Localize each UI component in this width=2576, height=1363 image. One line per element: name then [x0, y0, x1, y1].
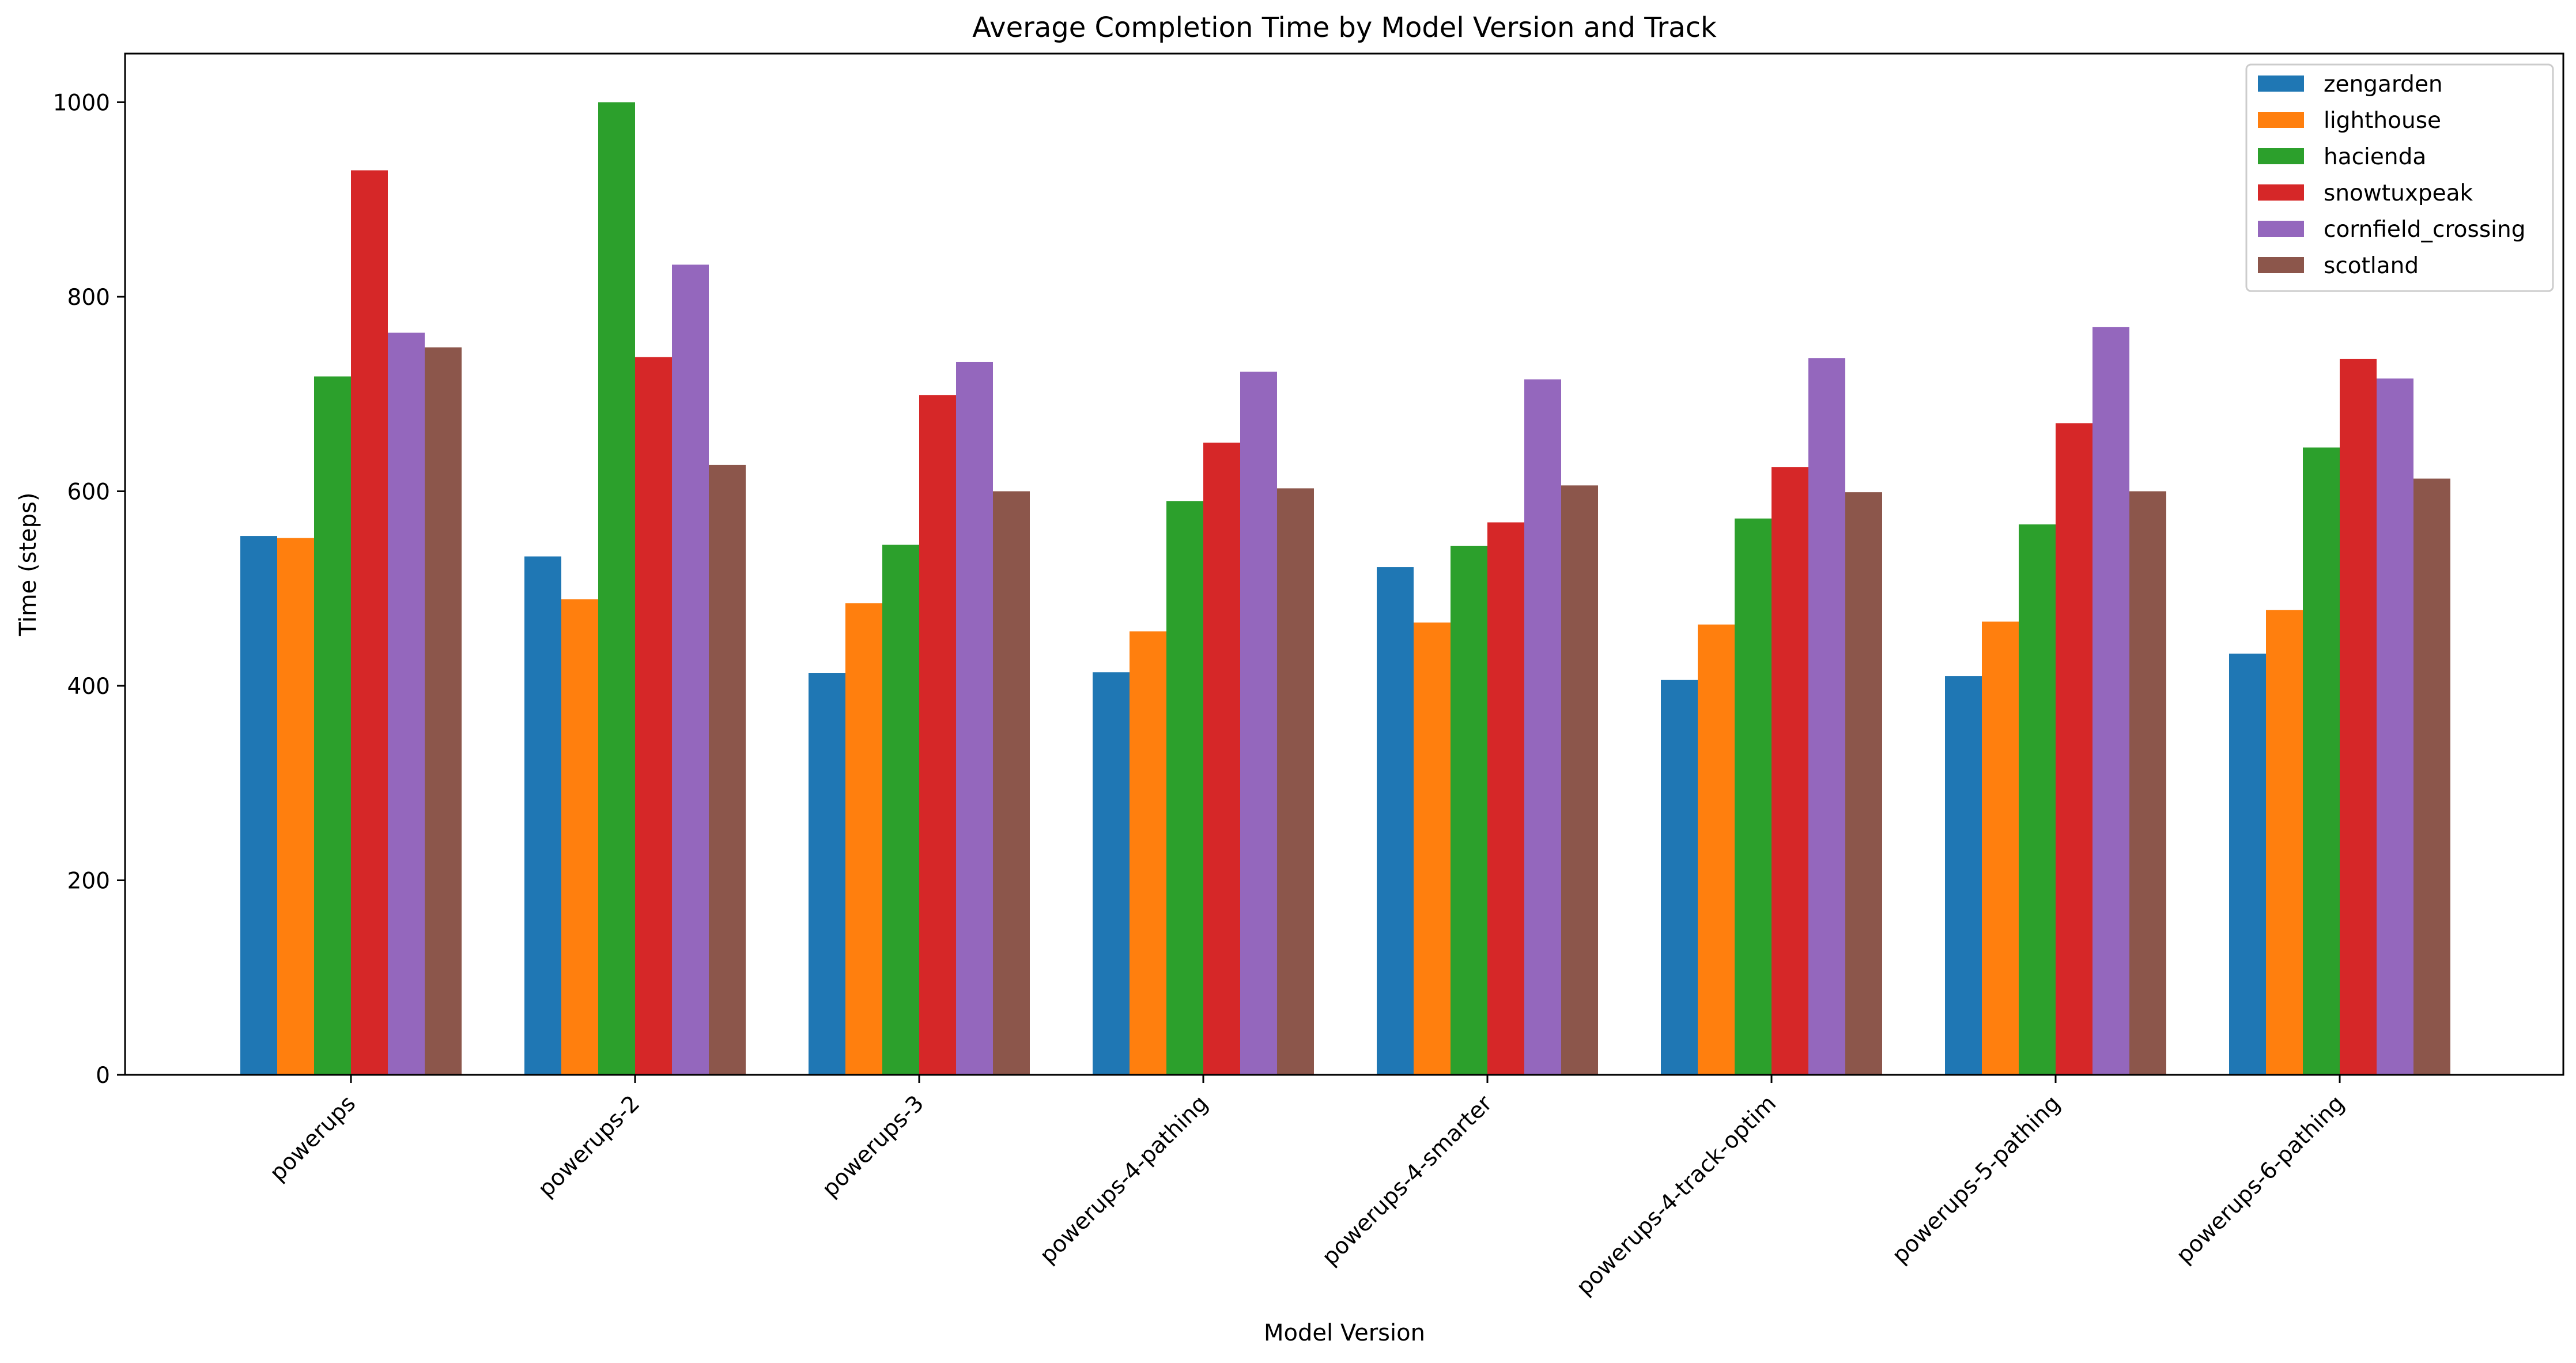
bar-lighthouse-4 — [1130, 631, 1166, 1075]
legend-label-cornfield-crossing: cornfield_crossing — [2324, 217, 2525, 243]
bar-scotland-1 — [425, 347, 462, 1075]
bar-scotland-3 — [993, 491, 1030, 1075]
legend-swatch-zengarden — [2258, 75, 2304, 92]
bar-cornfield-crossing-5 — [1524, 379, 1561, 1075]
bar-snowtuxpeak-8 — [2340, 358, 2377, 1075]
bar-zengarden-6 — [1661, 679, 1698, 1075]
bar-cornfield-crossing-2 — [672, 265, 709, 1075]
bar-zengarden-8 — [2229, 654, 2266, 1075]
legend-label-lighthouse: lighthouse — [2324, 108, 2441, 134]
bar-zengarden-4 — [1093, 672, 1130, 1075]
y-tick-label: 0 — [96, 1063, 110, 1089]
bar-snowtuxpeak-3 — [919, 395, 956, 1075]
bar-hacienda-8 — [2303, 447, 2340, 1075]
bar-hacienda-5 — [1451, 545, 1487, 1075]
legend-label-scotland: scotland — [2324, 253, 2419, 279]
bar-zengarden-1 — [240, 536, 277, 1075]
bar-scotland-4 — [1277, 488, 1314, 1075]
bar-hacienda-3 — [882, 545, 919, 1075]
bar-scotland-6 — [1845, 492, 1882, 1075]
bar-snowtuxpeak-2 — [635, 357, 672, 1075]
bar-lighthouse-3 — [845, 603, 882, 1075]
chart-title: Average Completion Time by Model Version… — [972, 12, 1717, 44]
bar-hacienda-7 — [2019, 524, 2056, 1075]
bar-lighthouse-8 — [2266, 610, 2303, 1075]
y-tick-label: 800 — [67, 285, 110, 311]
bar-hacienda-6 — [1735, 518, 1772, 1075]
y-tick-label: 200 — [67, 868, 110, 894]
y-axis: 0 200 400 600 800 1000 — [53, 90, 125, 1089]
legend-swatch-hacienda — [2258, 148, 2304, 164]
bar-cornfield-crossing-3 — [956, 361, 993, 1075]
bar-hacienda-2 — [598, 102, 635, 1075]
bar-scotland-8 — [2413, 478, 2450, 1075]
bar-lighthouse-7 — [1982, 621, 2019, 1075]
bar-lighthouse-5 — [1414, 622, 1451, 1075]
legend-swatch-scotland — [2258, 257, 2304, 273]
y-tick-label: 1000 — [53, 90, 110, 116]
bar-zengarden-3 — [809, 673, 845, 1075]
bar-lighthouse-2 — [561, 599, 598, 1075]
y-axis-label: Time (steps) — [15, 492, 41, 636]
bar-hacienda-4 — [1166, 501, 1203, 1075]
bar-zengarden-2 — [524, 556, 561, 1075]
bar-snowtuxpeak-1 — [351, 170, 388, 1075]
legend-box — [2245, 63, 2554, 292]
y-tick-label: 400 — [67, 674, 110, 700]
bar-lighthouse-6 — [1698, 624, 1735, 1075]
bar-cornfield-crossing-7 — [2092, 327, 2129, 1075]
legend-swatch-snowtuxpeak — [2258, 184, 2304, 201]
legend-label-hacienda: hacienda — [2324, 144, 2426, 170]
bar-cornfield-crossing-6 — [1808, 358, 1845, 1075]
bar-zengarden-5 — [1377, 567, 1414, 1075]
bar-snowtuxpeak-5 — [1487, 522, 1524, 1075]
bar-scotland-5 — [1561, 485, 1598, 1075]
bar-hacienda-1 — [314, 376, 351, 1075]
bar-scotland-7 — [2129, 491, 2166, 1075]
bar-snowtuxpeak-4 — [1203, 443, 1240, 1075]
y-tick-label: 600 — [67, 479, 110, 505]
legend-swatch-lighthouse — [2258, 112, 2304, 128]
bar-snowtuxpeak-6 — [1772, 467, 1808, 1075]
bar-cornfield-crossing-1 — [388, 333, 425, 1075]
plot-frame — [124, 52, 2564, 1076]
bar-lighthouse-1 — [277, 538, 314, 1075]
bars-layer — [240, 102, 2450, 1075]
bar-cornfield-crossing-4 — [1240, 371, 1277, 1075]
bar-zengarden-7 — [1945, 676, 1982, 1075]
x-axis-label: Model Version — [1264, 1320, 1425, 1346]
legend: zengarden lighthouse hacienda snowtuxpeak co… — [2245, 63, 2554, 292]
legend-label-zengarden: zengarden — [2324, 71, 2443, 97]
legend-label-snowtuxpeak: snowtuxpeak — [2324, 180, 2473, 206]
bar-snowtuxpeak-7 — [2056, 423, 2092, 1075]
bar-scotland-2 — [709, 465, 746, 1075]
bar-cornfield-crossing-8 — [2377, 378, 2413, 1075]
legend-swatch-cornfield-crossing — [2258, 221, 2304, 237]
